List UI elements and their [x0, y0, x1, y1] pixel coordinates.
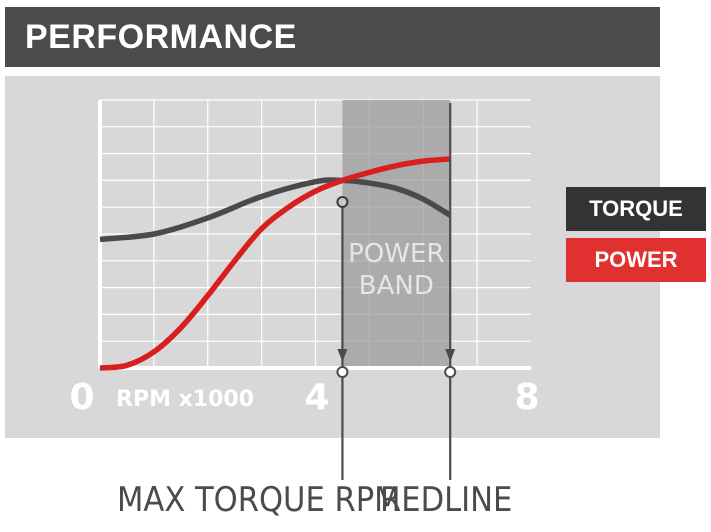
max-torque-axis-dot — [336, 366, 349, 378]
series-line-power — [99, 156, 451, 371]
callout-redline: REDLINE — [380, 480, 513, 520]
page-title: PERFORMANCE — [5, 7, 660, 67]
power-band — [342, 100, 451, 368]
callout-max-torque-rpm: MAX TORQUE RPM — [117, 480, 401, 520]
legend-torque: TORQUE — [566, 187, 706, 231]
series-line-torque — [99, 177, 452, 243]
x-tick-label: 8 — [514, 377, 539, 418]
redline-arrow — [445, 349, 456, 362]
legend-power-label: POWER — [594, 247, 678, 272]
max-torque-arrow — [337, 349, 348, 362]
redline-axis-dot — [444, 366, 457, 378]
chart-panel — [5, 76, 660, 438]
max-torque-point — [336, 196, 349, 208]
x-tick-label: 0 — [69, 377, 94, 418]
power-band-label-line1: POWER — [348, 239, 444, 269]
x-tick-label: 4 — [304, 377, 329, 418]
power-band-label-line2: BAND — [359, 271, 434, 301]
legend-torque-label: TORQUE — [589, 196, 683, 221]
x-axis-label: RPM x1000 — [116, 387, 254, 412]
legend-power: POWER — [566, 238, 706, 282]
